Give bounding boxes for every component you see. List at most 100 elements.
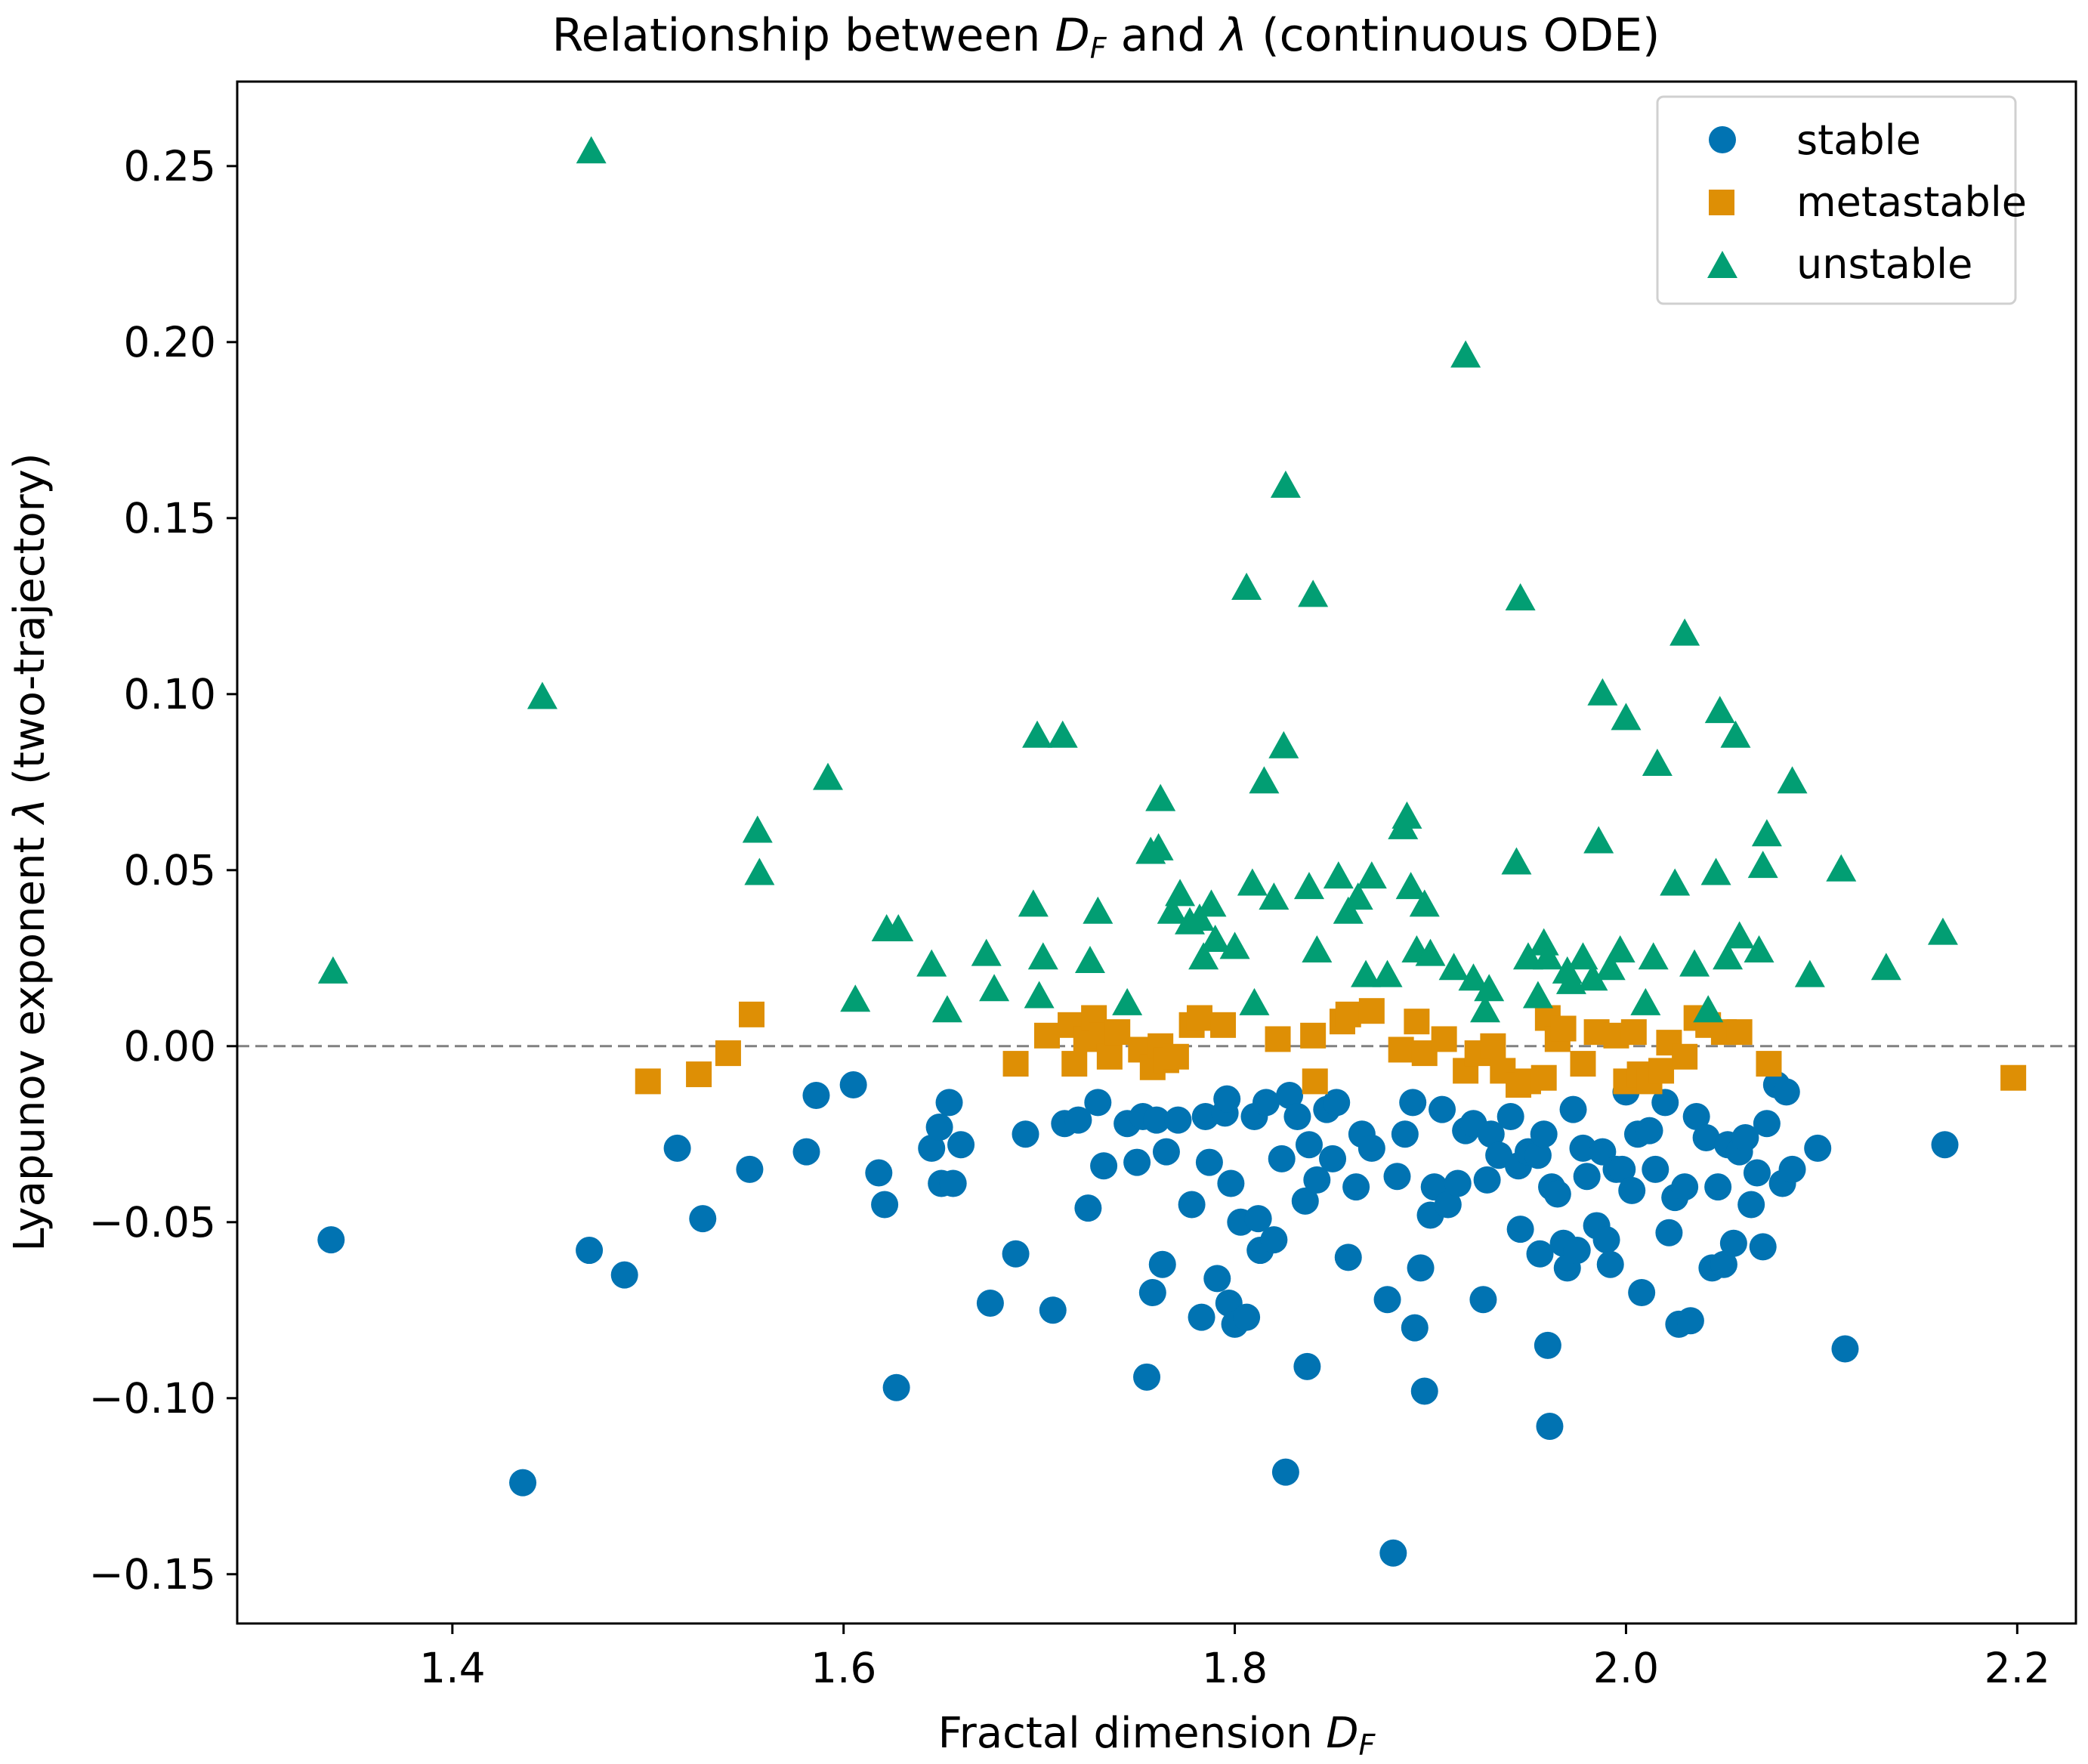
data-point-stable	[882, 1373, 910, 1401]
data-point-unstable	[1724, 921, 1755, 949]
data-point-metastable	[1186, 1005, 1212, 1031]
data-point-metastable	[1300, 1022, 1327, 1049]
data-point-unstable	[1704, 696, 1735, 724]
data-point-stable	[1635, 1117, 1663, 1145]
data-point-stable	[1676, 1307, 1704, 1335]
data-point-stable	[689, 1205, 717, 1233]
data-point-stable	[1655, 1219, 1683, 1247]
data-point-unstable	[1577, 963, 1608, 991]
data-point-stable	[1618, 1176, 1646, 1204]
data-point-unstable	[1522, 981, 1553, 1009]
data-point-stable	[1749, 1233, 1777, 1261]
y-tick-label: 0.00	[124, 1022, 216, 1070]
data-point-unstable	[1342, 882, 1373, 910]
data-point-stable	[1133, 1363, 1161, 1391]
data-point-stable	[1123, 1148, 1151, 1176]
data-point-metastable	[2000, 1064, 2027, 1091]
data-point-stable	[1530, 1120, 1558, 1148]
data-point-metastable	[1335, 1001, 1361, 1027]
data-point-stable	[1477, 1120, 1505, 1148]
data-point-unstable	[1638, 942, 1669, 970]
data-point-metastable	[1302, 1068, 1328, 1095]
data-point-stable	[1731, 1123, 1759, 1151]
data-point-unstable	[1074, 945, 1105, 973]
data-point-stable	[1293, 1352, 1321, 1380]
data-point-unstable	[1351, 959, 1382, 987]
data-point-metastable	[1404, 1009, 1430, 1035]
data-point-unstable	[1927, 917, 1958, 945]
data-point-stable	[1401, 1314, 1429, 1342]
data-point-metastable	[1388, 1036, 1414, 1063]
y-tick-label: 0.25	[124, 142, 216, 190]
data-point-stable	[1291, 1187, 1319, 1215]
data-point-stable	[509, 1469, 537, 1497]
data-point-unstable	[1165, 879, 1196, 907]
data-point-stable	[1002, 1240, 1030, 1268]
data-point-unstable	[576, 136, 607, 164]
data-point-unstable	[1395, 872, 1426, 900]
y-axis-ticks: −0.15 −0.10 −0.05 0.00 0.05 0.10 0.15 0.20 0.25	[88, 142, 237, 1599]
data-point-unstable	[840, 984, 871, 1012]
data-point-stable	[1772, 1078, 1800, 1106]
y-tick-label: −0.05	[88, 1198, 216, 1247]
data-point-unstable	[931, 995, 962, 1023]
data-point-stable	[1692, 1123, 1720, 1151]
data-point-stable	[1084, 1089, 1112, 1117]
data-point-unstable	[1470, 995, 1501, 1023]
data-point-unstable	[1145, 783, 1176, 811]
data-point-stable	[1573, 1163, 1601, 1191]
data-point-unstable	[1333, 896, 1364, 924]
data-point-stable	[1203, 1265, 1231, 1293]
data-point-unstable	[1259, 882, 1290, 910]
data-point-stable	[1778, 1155, 1806, 1183]
data-point-stable	[1608, 1155, 1636, 1183]
data-point-unstable	[1372, 959, 1403, 987]
data-point-metastable	[1480, 1033, 1506, 1059]
data-point-stable	[1506, 1216, 1534, 1243]
data-point-unstable	[1669, 618, 1700, 646]
data-point-stable	[1410, 1377, 1438, 1405]
data-point-stable	[1319, 1145, 1347, 1172]
data-point-unstable	[1157, 896, 1188, 924]
data-point-stable	[1213, 1085, 1241, 1113]
data-point-stable	[1012, 1120, 1039, 1148]
data-point-metastable	[1431, 1026, 1457, 1052]
legend-label-stable: stable	[1796, 116, 1921, 164]
data-point-unstable	[1083, 896, 1113, 924]
data-point-unstable	[1018, 889, 1049, 917]
data-point-unstable	[1188, 942, 1219, 970]
data-point-metastable	[1530, 1064, 1557, 1091]
data-point-stable	[1334, 1243, 1362, 1271]
data-point-unstable	[1583, 826, 1614, 854]
data-point-stable	[576, 1237, 604, 1265]
data-point-stable	[1303, 1166, 1331, 1194]
y-axis-label: Lyapunov exponent λ (two-trajectory)	[5, 453, 54, 1251]
data-point-stable	[1271, 1458, 1299, 1486]
data-point-stable	[1233, 1303, 1261, 1331]
data-point-unstable	[1438, 953, 1469, 981]
data-point-unstable	[1555, 966, 1586, 994]
data-point-stable	[792, 1138, 820, 1166]
data-point-stable	[947, 1131, 975, 1159]
data-point-metastable	[1104, 1019, 1131, 1046]
data-point-unstable	[1611, 703, 1642, 731]
data-point-stable	[1399, 1089, 1427, 1117]
data-point-unstable	[1302, 935, 1333, 962]
data-point-metastable	[686, 1061, 712, 1088]
data-point-stable	[1252, 1089, 1280, 1117]
data-point-stable	[1524, 1142, 1552, 1169]
data-point-stable	[802, 1082, 830, 1110]
data-point-unstable	[1391, 801, 1422, 829]
data-point-stable	[1407, 1254, 1435, 1282]
data-point-stable	[1379, 1539, 1407, 1567]
data-point-stable	[1188, 1303, 1215, 1331]
data-point-stable	[610, 1261, 638, 1289]
data-point-metastable	[635, 1068, 661, 1095]
data-point-stable	[1268, 1145, 1296, 1172]
legend-marker-metastable	[1709, 190, 1734, 215]
data-point-unstable	[1249, 766, 1280, 794]
data-point-unstable	[1700, 857, 1731, 885]
data-point-stable	[1559, 1095, 1587, 1123]
data-point-stable	[1536, 1413, 1564, 1441]
data-point-stable	[1295, 1131, 1323, 1159]
